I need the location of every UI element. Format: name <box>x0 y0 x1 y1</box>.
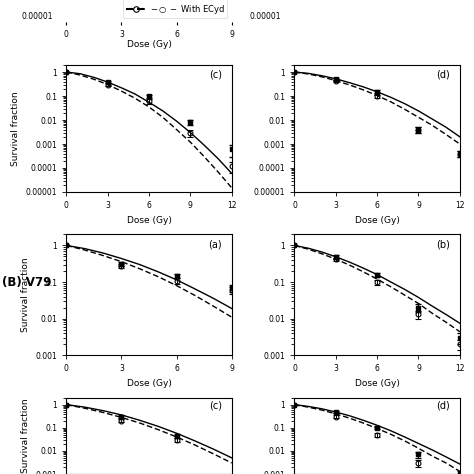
Text: (c): (c) <box>209 401 222 411</box>
Text: (b): (b) <box>436 239 450 249</box>
Y-axis label: Survival fraction: Survival fraction <box>11 91 20 166</box>
X-axis label: Dose (Gy): Dose (Gy) <box>127 40 172 49</box>
Text: (a): (a) <box>208 239 222 249</box>
Legend: Without ECyd, $-\bigcirc-$ With ECyd: Without ECyd, $-\bigcirc-$ With ECyd <box>123 0 228 18</box>
X-axis label: Dose (Gy): Dose (Gy) <box>127 379 172 388</box>
Text: 0.00001: 0.00001 <box>250 12 281 21</box>
Text: (d): (d) <box>436 70 450 80</box>
Y-axis label: Survival fraction: Survival fraction <box>21 257 30 332</box>
Text: (d): (d) <box>436 401 450 411</box>
Y-axis label: Survival fraction: Survival fraction <box>21 399 30 473</box>
X-axis label: Dose (Gy): Dose (Gy) <box>355 216 400 225</box>
X-axis label: Dose (Gy): Dose (Gy) <box>127 216 172 225</box>
Text: 0.00001: 0.00001 <box>22 12 53 21</box>
X-axis label: Dose (Gy): Dose (Gy) <box>355 379 400 388</box>
Text: (c): (c) <box>209 70 222 80</box>
Text: (B) V79: (B) V79 <box>2 275 52 289</box>
